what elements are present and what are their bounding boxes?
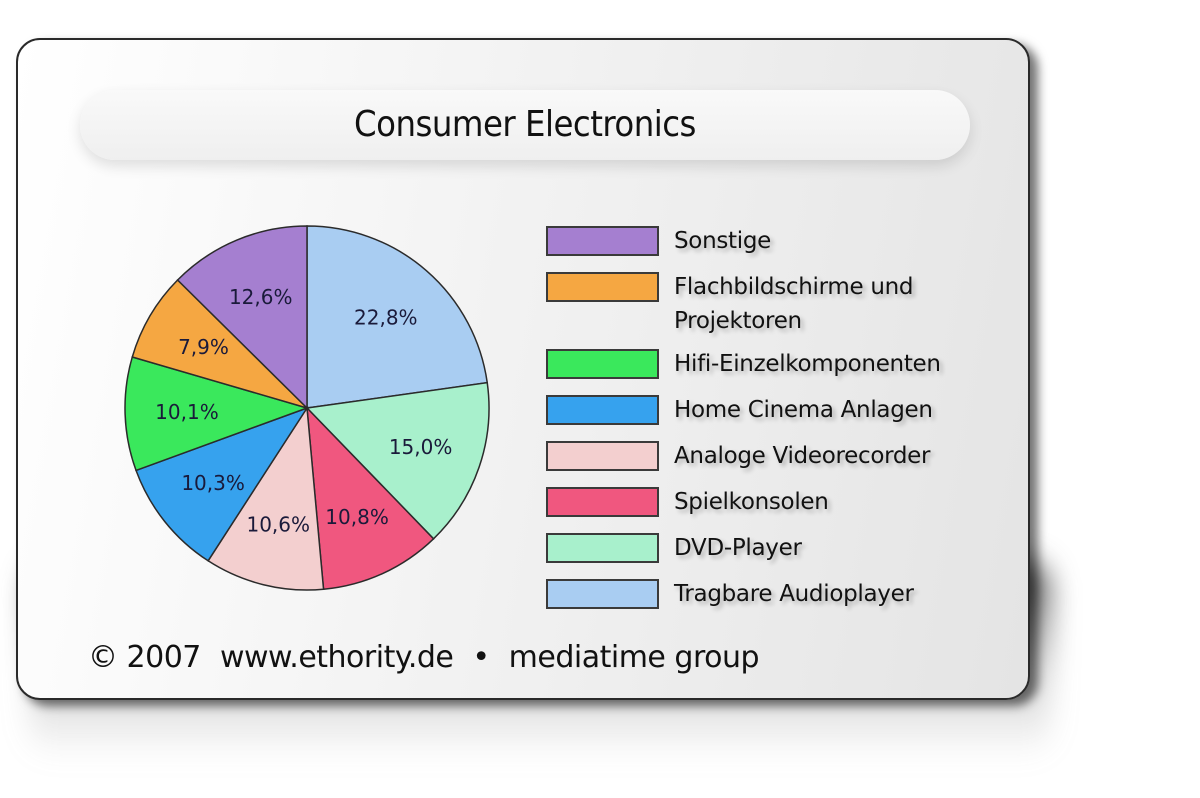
legend-label: Spielkonsolen (674, 489, 829, 515)
website-text: www.ethority.de (219, 640, 454, 675)
pie-slice (135, 406, 309, 562)
legend-label: Analoge Videorecorder (674, 443, 931, 469)
slice-label: 12,6% (229, 285, 293, 309)
slice-label: 10,3% (181, 471, 245, 495)
copyright-text: © 2007 (88, 640, 201, 675)
legend-swatch (546, 533, 659, 563)
footer-credit: © 2007 www.ethority.de • mediatime group (88, 640, 769, 675)
legend-swatch (546, 487, 659, 517)
legend-item-audioplayer: Tragbare Audioplayer (546, 577, 1006, 623)
legend-item-dvd-player: DVD-Player (546, 531, 1006, 577)
slice-label: 10,6% (246, 513, 310, 537)
legend-item-hifi: Hifi-Einzelkomponenten (546, 347, 1006, 393)
legend: Sonstige Flachbildschirme und Projektoren… (546, 224, 1006, 623)
legend-label: DVD-Player (674, 535, 802, 561)
pie-slice (131, 278, 308, 409)
legend-swatch (546, 349, 659, 379)
legend-swatch (546, 395, 659, 425)
slice-label: 7,9% (178, 335, 229, 359)
company-text: mediatime group (508, 640, 760, 675)
pie-slice (207, 405, 325, 591)
legend-swatch (546, 226, 659, 256)
legend-label: Tragbare Audioplayer (674, 581, 914, 607)
pie-slice (124, 356, 310, 472)
legend-item-flachbildschirme: Flachbildschirme und Projektoren (546, 270, 1006, 347)
slice-label: 22,8% (354, 305, 418, 329)
separator-dot: • (472, 640, 490, 675)
slice-label: 10,1% (155, 400, 219, 424)
pie-slice (306, 225, 489, 409)
legend-item-home-cinema: Home Cinema Anlagen (546, 393, 1006, 439)
pie-chart: 22,8% 15,0% 10,8% 10,6%10,3% 10,1% 7,9% 12,6% (124, 225, 490, 591)
chart-title: Consumer Electronics (354, 104, 696, 145)
slice-label: 10,8% (325, 505, 389, 529)
legend-item-videorecorder: Analoge Videorecorder (546, 439, 1006, 485)
legend-swatch (546, 272, 659, 302)
slice-label: 15,0% (389, 435, 453, 459)
pie-slice (305, 381, 490, 540)
legend-swatch (546, 579, 659, 609)
chart-card: Consumer Electronics 22,8% 15,0% 10,8% 10,6… (16, 38, 1030, 700)
legend-item-sonstige: Sonstige (546, 224, 1006, 270)
legend-label: Sonstige (674, 228, 771, 254)
legend-label: Hifi-Einzelkomponenten (674, 351, 941, 377)
title-bar: Consumer Electronics (80, 90, 970, 160)
legend-item-spielkonsolen: Spielkonsolen (546, 485, 1006, 531)
pie-slice (306, 405, 435, 591)
legend-label: Flachbildschirme und Projektoren (674, 274, 914, 334)
pie-slice (176, 225, 308, 410)
legend-swatch (546, 441, 659, 471)
legend-label: Home Cinema Anlagen (674, 397, 933, 423)
